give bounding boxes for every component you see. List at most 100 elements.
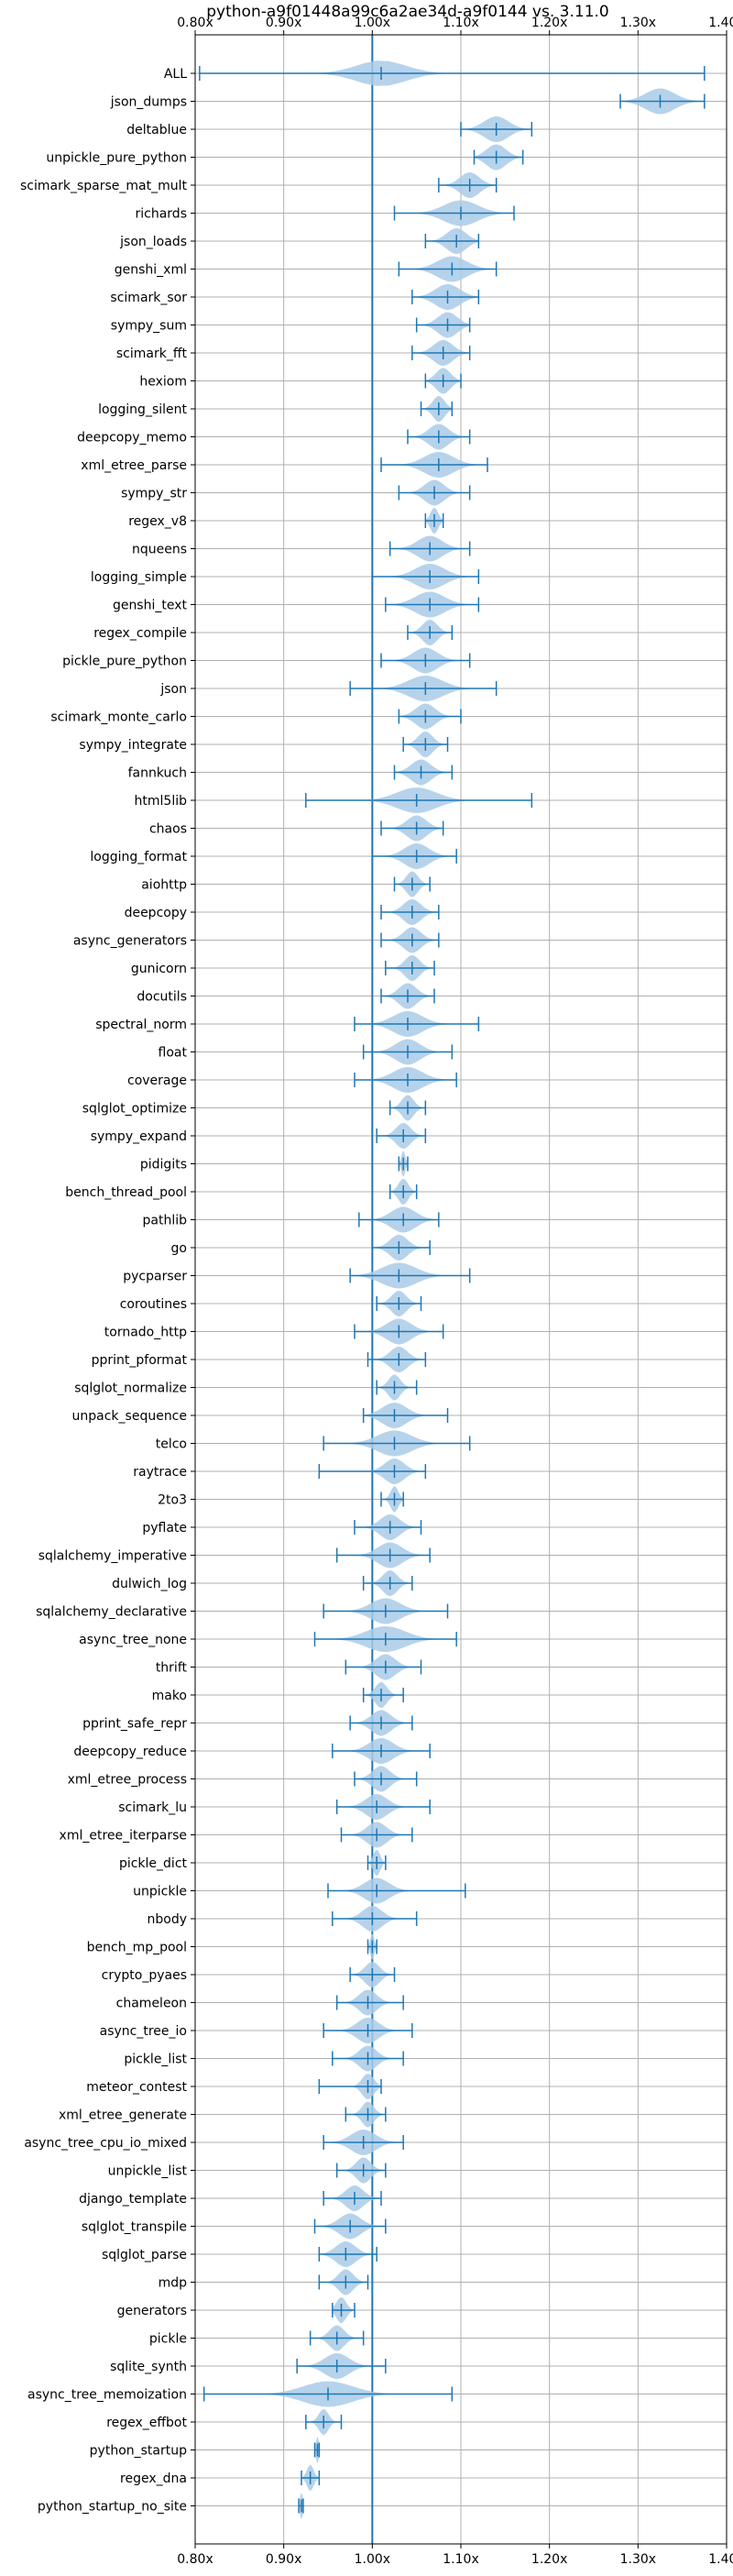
category-label: crypto_pyaes xyxy=(102,1968,187,1983)
category-label: django_template xyxy=(79,2192,187,2207)
category-label: gunicorn xyxy=(131,962,187,976)
category-label: xml_etree_process xyxy=(68,1773,187,1788)
category-label: nbody xyxy=(148,1912,188,1927)
category-label: ALL xyxy=(164,67,187,82)
category-label: pathlib xyxy=(143,1214,188,1228)
x-tick-label-top: 1.30x xyxy=(620,16,656,30)
x-tick-label-top: 1.40x xyxy=(708,16,733,30)
category-label: sympy_integrate xyxy=(79,738,187,753)
category-label: docutils xyxy=(137,990,187,1005)
category-label: json xyxy=(159,682,187,697)
category-label: sqlglot_optimize xyxy=(82,1102,187,1117)
x-tick-label-top: 0.90x xyxy=(266,16,301,30)
category-label: coroutines xyxy=(120,1297,187,1312)
category-label: regex_effbot xyxy=(106,2416,187,2430)
category-label: fannkuch xyxy=(128,766,187,781)
category-label: sympy_sum xyxy=(111,319,187,334)
x-tick-label-bottom: 0.90x xyxy=(266,2552,301,2567)
x-tick-label-bottom: 1.20x xyxy=(531,2552,567,2567)
category-label: nqueens xyxy=(132,543,187,557)
violin-layer xyxy=(199,61,705,2519)
category-label: spectral_norm xyxy=(95,1018,187,1032)
x-tick-label-top: 1.10x xyxy=(443,16,478,30)
category-label: sympy_expand xyxy=(91,1129,187,1144)
category-label: pprint_pformat xyxy=(92,1353,188,1368)
x-tick-label-bottom: 1.10x xyxy=(443,2552,478,2567)
category-label: coverage xyxy=(127,1073,187,1088)
category-label: generators xyxy=(117,2304,187,2318)
category-label: async_tree_cpu_io_mixed xyxy=(24,2136,187,2151)
category-label: genshi_xml xyxy=(115,263,187,278)
category-label: sympy_str xyxy=(121,487,187,501)
category-label: go xyxy=(171,1241,187,1256)
category-label: unpickle xyxy=(133,1885,187,1899)
category-label: chaos xyxy=(149,822,187,837)
category-label: regex_v8 xyxy=(128,514,187,529)
category-label: html5lib xyxy=(135,794,188,809)
grid-layer xyxy=(194,35,728,2544)
category-label: dulwich_log xyxy=(112,1577,187,1591)
category-label: meteor_contest xyxy=(86,2080,187,2095)
category-label: pyflate xyxy=(142,1521,187,1536)
category-label: richards xyxy=(136,207,188,222)
x-ticks-bottom: 0.80x 0.90x 1.00x 1.10x 1.20x 1.30x 1.40x xyxy=(177,2544,733,2567)
x-tick-label-bottom: 1.00x xyxy=(355,2552,390,2567)
x-ticks-top: 0.80x 0.90x 1.00x 1.10x 1.20x 1.30x 1.40x xyxy=(177,16,733,35)
category-label: mako xyxy=(152,1689,187,1703)
category-label: float xyxy=(159,1046,188,1061)
category-label: json_loads xyxy=(119,235,187,249)
category-label: unpickle_list xyxy=(108,2164,188,2179)
category-labels: ALL json_dumps deltablue unpickle_pure_pyth… xyxy=(20,67,195,2515)
category-label: aiohttp xyxy=(141,878,187,893)
category-label: logging_format xyxy=(90,850,187,864)
chart-title: python-a9f01448a99c6a2ae34d-a9f0144 vs. … xyxy=(206,3,608,21)
category-label: raytrace xyxy=(133,1465,187,1480)
category-label: xml_etree_iterparse xyxy=(60,1829,187,1844)
category-label: pickle xyxy=(149,2332,187,2347)
category-label: sqlite_synth xyxy=(110,2360,187,2374)
category-label: pidigits xyxy=(140,1158,187,1172)
category-label: json_dumps xyxy=(110,95,187,110)
category-label: mdp xyxy=(159,2276,188,2291)
category-label: async_tree_io xyxy=(100,2024,187,2039)
category-label: xml_etree_generate xyxy=(59,2108,187,2123)
category-label: python_startup_no_site xyxy=(38,2500,187,2515)
category-label: hexiom xyxy=(139,375,187,390)
x-tick-label-top: 1.00x xyxy=(355,16,390,30)
category-label: logging_simple xyxy=(91,570,187,585)
category-label: python_startup xyxy=(90,2444,187,2459)
category-label: tornado_http xyxy=(104,1326,187,1340)
category-label: async_generators xyxy=(73,934,187,949)
category-label: deltablue xyxy=(126,123,187,138)
category-label: xml_etree_parse xyxy=(81,458,187,473)
category-label: unpack_sequence xyxy=(72,1409,187,1424)
category-label: logging_silent xyxy=(98,402,187,417)
category-label: async_tree_none xyxy=(79,1633,187,1647)
category-label: sqlalchemy_imperative xyxy=(38,1549,187,1564)
category-label: bench_mp_pool xyxy=(87,1941,187,1955)
category-label: genshi_text xyxy=(113,599,188,613)
whisker-layer xyxy=(199,66,706,2514)
category-label: regex_compile xyxy=(93,626,187,641)
category-label: scimark_sor xyxy=(110,291,187,305)
category-label: bench_thread_pool xyxy=(65,1185,187,1200)
category-label: sqlglot_normalize xyxy=(74,1382,187,1396)
category-label: pickle_dict xyxy=(119,1856,188,1871)
x-tick-label-top: 1.20x xyxy=(531,16,567,30)
category-label: pycparser xyxy=(123,1270,187,1284)
category-label: deepcopy_memo xyxy=(77,431,187,446)
category-label: pickle_list xyxy=(124,2053,187,2067)
category-label: chameleon xyxy=(116,1997,187,2011)
category-label: async_tree_memoization xyxy=(27,2388,187,2403)
category-label: thrift xyxy=(156,1661,188,1676)
x-tick-label-top: 0.80x xyxy=(177,16,213,30)
category-label: sqlglot_parse xyxy=(102,2248,187,2262)
category-label: deepcopy_reduce xyxy=(73,1745,187,1759)
x-tick-label-bottom: 1.30x xyxy=(620,2552,656,2567)
category-label: deepcopy xyxy=(125,906,187,920)
category-label: unpickle_pure_python xyxy=(46,151,187,166)
category-label: scimark_lu xyxy=(118,1800,187,1815)
category-label: pickle_pure_python xyxy=(62,655,187,669)
category-label: scimark_fft xyxy=(116,347,188,361)
